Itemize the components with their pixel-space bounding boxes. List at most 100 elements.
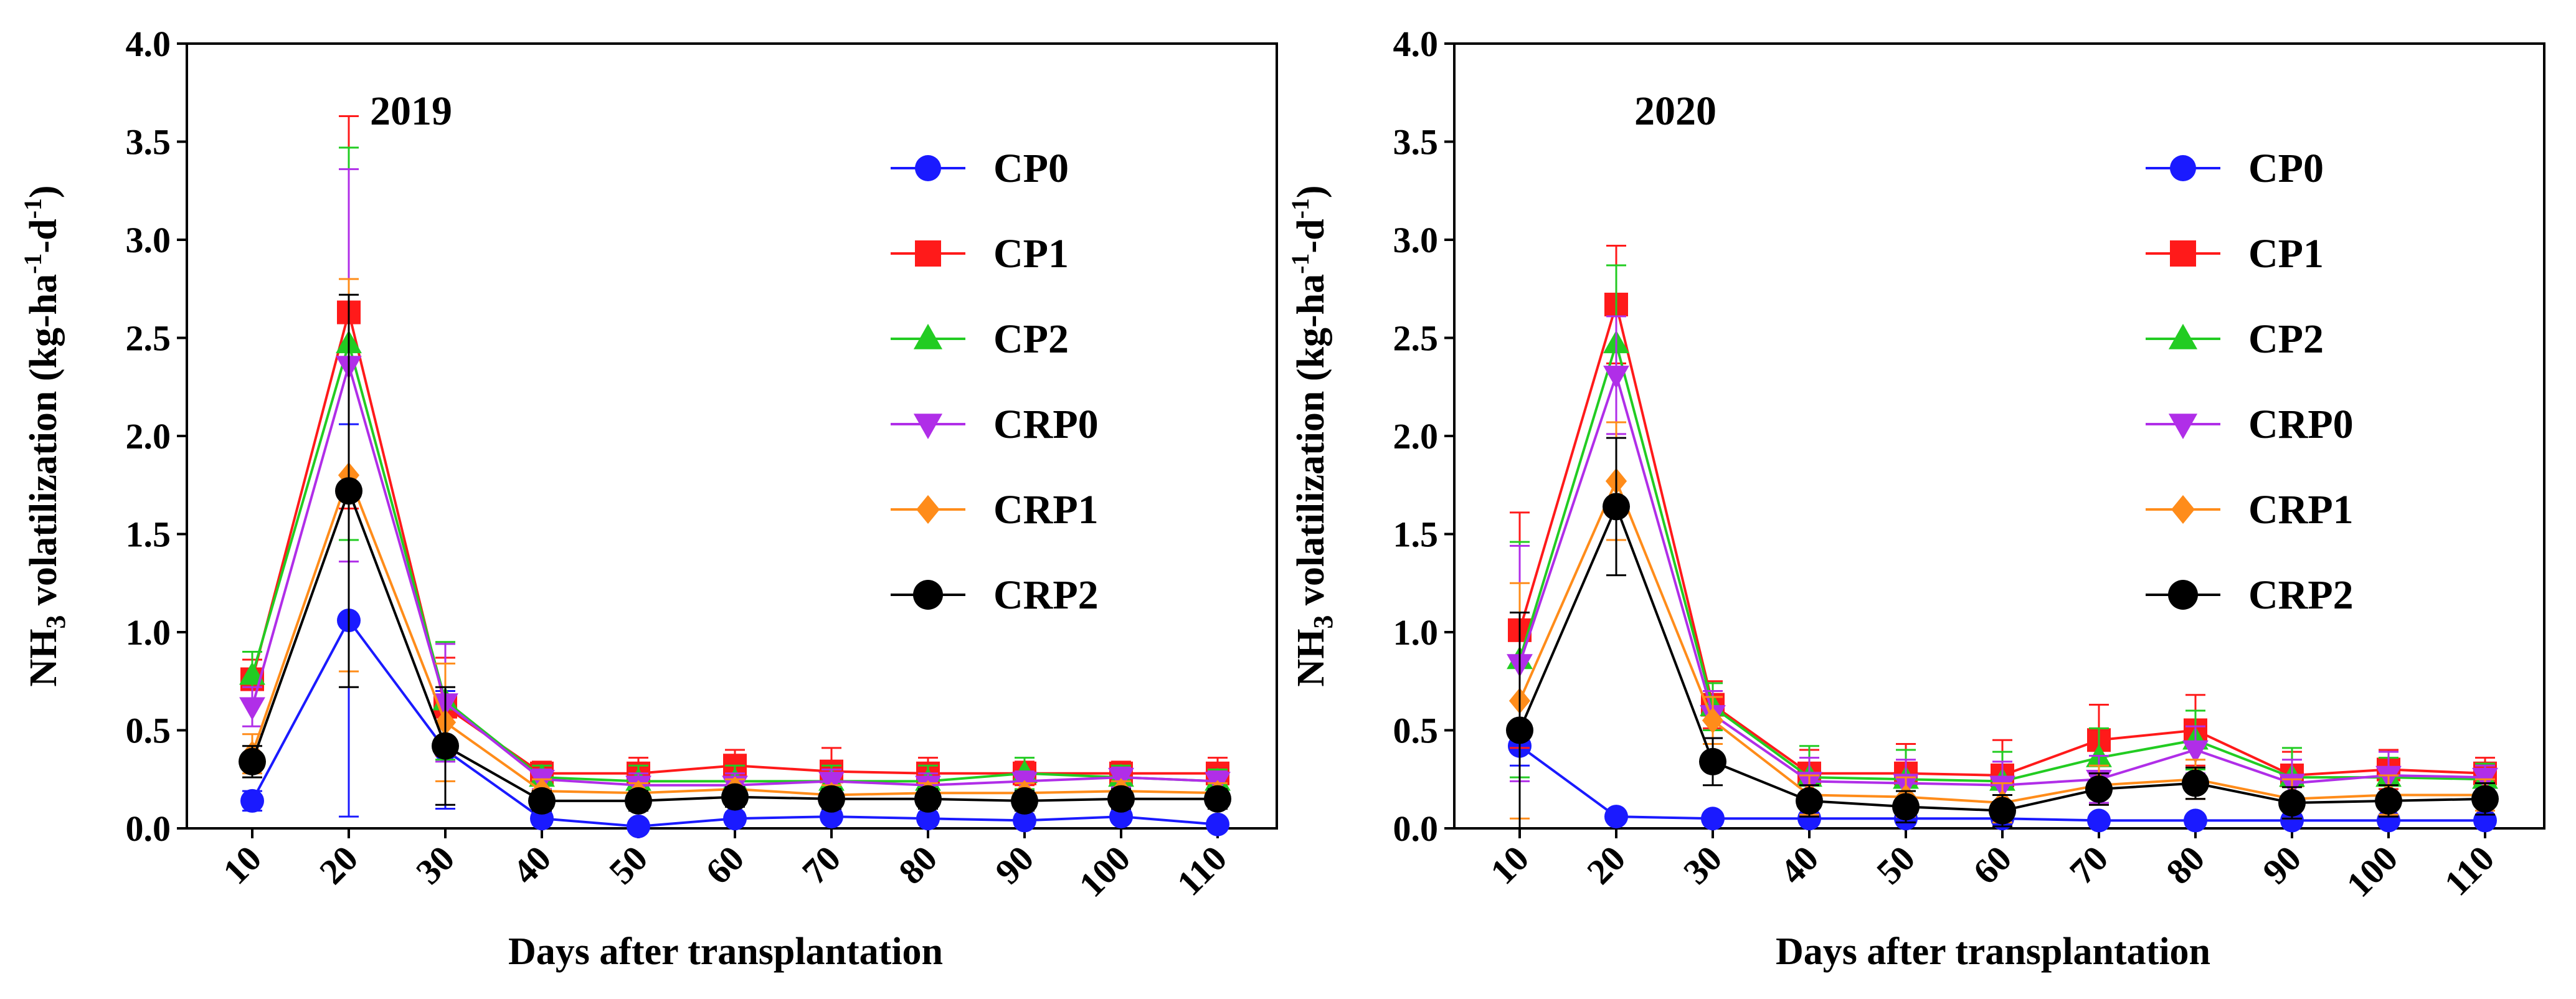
legend-item-CP2: CP2 (2146, 316, 2324, 362)
legend-label: CRP1 (2248, 487, 2354, 533)
legend-label: CRP1 (993, 487, 1099, 533)
y-axis-title-part: ) (1290, 185, 1332, 198)
legend-label: CRP2 (2248, 572, 2354, 618)
data-point (2182, 769, 2209, 797)
data-point (528, 787, 556, 815)
y-tick-label: 4.0 (126, 24, 171, 64)
legend-marker (2168, 580, 2198, 610)
data-point (2087, 808, 2111, 833)
y-tick-label: 2.5 (1393, 318, 1439, 359)
y-tick-label: 1.0 (1393, 612, 1439, 653)
data-point (1603, 366, 1629, 389)
y-axis-title-part: 3 (40, 615, 71, 629)
data-point (1989, 797, 2016, 825)
data-point (625, 787, 652, 815)
data-point (335, 477, 362, 505)
data-point (1204, 785, 1231, 813)
y-tick-label: 3.0 (1393, 220, 1439, 260)
data-point (2278, 789, 2306, 817)
data-point (914, 785, 942, 813)
plot-frame (186, 42, 1278, 830)
legend-marker (915, 240, 941, 267)
y-tick-label: 1.5 (126, 514, 171, 555)
data-point (627, 814, 650, 838)
legend-item-CP2: CP2 (891, 316, 1069, 362)
data-point (240, 788, 264, 813)
legend-item-CRP2: CRP2 (891, 572, 1099, 618)
legend-item-CRP0: CRP0 (891, 402, 1099, 447)
y-tick-label: 3.5 (126, 122, 171, 163)
x-tick-label: 30 (1675, 838, 1730, 892)
legend-marker (2171, 495, 2195, 524)
y-axis-title-part: ) (22, 185, 65, 198)
x-tick-label: 110 (2436, 838, 2502, 903)
data-point (1603, 493, 1630, 521)
data-point (1206, 812, 1229, 836)
legend-label: CP0 (993, 146, 1069, 191)
y-tick-label: 4.0 (1393, 24, 1439, 64)
x-tick-label: 40 (1772, 838, 1826, 892)
legend-marker (913, 323, 943, 349)
series-CRP0 (1507, 315, 2498, 810)
y-axis-title: NH3 volatilization (kg-ha-1-d-1) (1286, 185, 1338, 686)
series-CP2 (1507, 264, 2498, 812)
legend-item-CRP2: CRP2 (2146, 572, 2354, 618)
series-CP1 (240, 115, 1229, 796)
x-tick-label: 100 (1071, 838, 1138, 904)
x-tick-label: 70 (794, 838, 848, 892)
data-point (239, 661, 265, 685)
y-axis-title-part: volatilization (kg-ha (1290, 274, 1332, 615)
x-tick-label: 50 (601, 838, 655, 892)
y-tick-label: 0.5 (1393, 711, 1439, 751)
x-tick-label: 60 (1965, 838, 2019, 892)
data-point (916, 807, 940, 831)
series-CRP2 (239, 293, 1231, 815)
legend-item-CP1: CP1 (2146, 231, 2324, 277)
data-point (1702, 707, 1724, 734)
y-axis-title-part: -1 (1286, 253, 1314, 274)
x-tick-label: 20 (1579, 838, 1633, 892)
panel-year-label: 2020 (1634, 88, 1717, 134)
y-tick-label: 3.0 (126, 220, 171, 260)
legend-label: CP0 (2248, 146, 2324, 191)
data-point (1796, 787, 1823, 815)
x-tick-label: 10 (1482, 838, 1537, 892)
legend-label: CRP0 (2248, 402, 2354, 447)
data-point (2375, 787, 2402, 815)
legend-item-CRP0: CRP0 (2146, 402, 2354, 447)
y-tick-label: 1.5 (1393, 514, 1439, 555)
chart-panel-2020: 0.0 0.5 1.0 1.5 2.0 2.5 3.0 3.5 4.0 10 20 30 40 50 60 7… (1286, 24, 2545, 973)
x-tick-label: 100 (2339, 838, 2405, 904)
y-tick-label: 2.0 (126, 416, 171, 457)
data-point (1011, 787, 1038, 815)
x-tick-label: 50 (1868, 838, 1923, 892)
data-point (1107, 785, 1135, 813)
legend-marker (2170, 240, 2196, 267)
data-point (2184, 808, 2207, 833)
y-tick-label: 2.0 (1393, 416, 1439, 457)
x-tick-label: 110 (1169, 838, 1234, 903)
y-axis-title: NH3 volatilization (kg-ha-1-d-1) (19, 185, 71, 686)
data-point (2085, 775, 2113, 803)
legend-label: CP1 (2248, 231, 2324, 277)
x-tick-label: 10 (215, 838, 269, 892)
data-point (432, 732, 459, 760)
y-tick-label: 0.0 (126, 808, 171, 849)
x-tick-label: 80 (2158, 838, 2212, 892)
legend-item-CP0: CP0 (2146, 146, 2324, 191)
legend-marker (916, 495, 940, 524)
x-tick-label: 90 (2255, 838, 2309, 892)
y-tick-label: 1.0 (126, 612, 171, 653)
series-line (1518, 300, 2486, 777)
legend-label: CRP0 (993, 402, 1099, 447)
y-tick-label: 2.5 (126, 318, 171, 359)
plot-frame (1453, 42, 2545, 830)
x-tick-label: 80 (891, 838, 945, 892)
chart-panel-2019: 0.0 0.5 1.0 1.5 2.0 2.5 3.0 3.5 4.0 10 20 30 40 50 60 7… (19, 24, 1278, 973)
data-point (2182, 740, 2209, 764)
legend-item-CRP1: CRP1 (2146, 487, 2354, 533)
data-point (1604, 805, 1628, 829)
y-axis-title-part: -1 (1286, 198, 1314, 219)
data-point (1506, 716, 1533, 744)
